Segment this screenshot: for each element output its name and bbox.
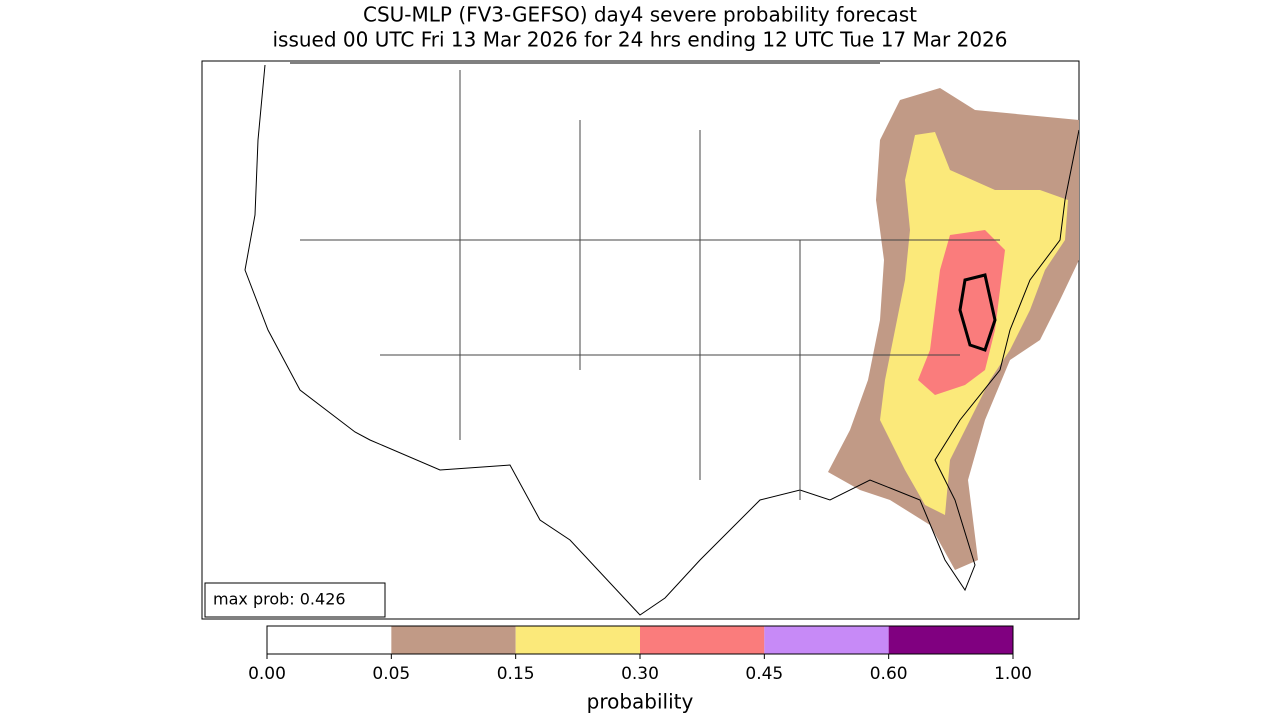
colorbar-tick-label: 0.60 bbox=[870, 664, 908, 684]
colorbar: 0.00 0.05 0.15 0.30 0.45 0.60 1.00 bbox=[248, 625, 1032, 684]
outline-highlight bbox=[958, 273, 997, 352]
colorbar-label: probability bbox=[587, 690, 694, 714]
colorbar-segment bbox=[267, 626, 392, 654]
colorbar-segment bbox=[888, 626, 1013, 654]
colorbar-tick-label: 1.00 bbox=[994, 664, 1032, 684]
colorbar-segment bbox=[515, 626, 640, 654]
subtitle: issued 00 UTC Fri 13 Mar 2026 for 24 hrs… bbox=[272, 28, 1007, 52]
annotation: max prob: 0.426 bbox=[213, 590, 346, 609]
colorbar-segment bbox=[391, 626, 516, 654]
title: CSU-MLP (FV3-GEFSO) day4 severe probabil… bbox=[363, 3, 917, 27]
colorbar-segment bbox=[640, 626, 765, 654]
colorbar-tick-label: 0.00 bbox=[248, 664, 286, 684]
colorbar-tick-label: 0.45 bbox=[745, 664, 783, 684]
coastline bbox=[244, 64, 1080, 616]
colorbar-segment bbox=[764, 626, 889, 654]
colorbar-tick-label: 0.15 bbox=[497, 664, 535, 684]
map: max prob: 0.426 bbox=[201, 60, 1080, 620]
annotation-box bbox=[204, 582, 386, 618]
boundaries bbox=[244, 62, 1080, 616]
colorbar-tick-label: 0.05 bbox=[372, 664, 410, 684]
colorbar-tick-label: 0.30 bbox=[621, 664, 659, 684]
